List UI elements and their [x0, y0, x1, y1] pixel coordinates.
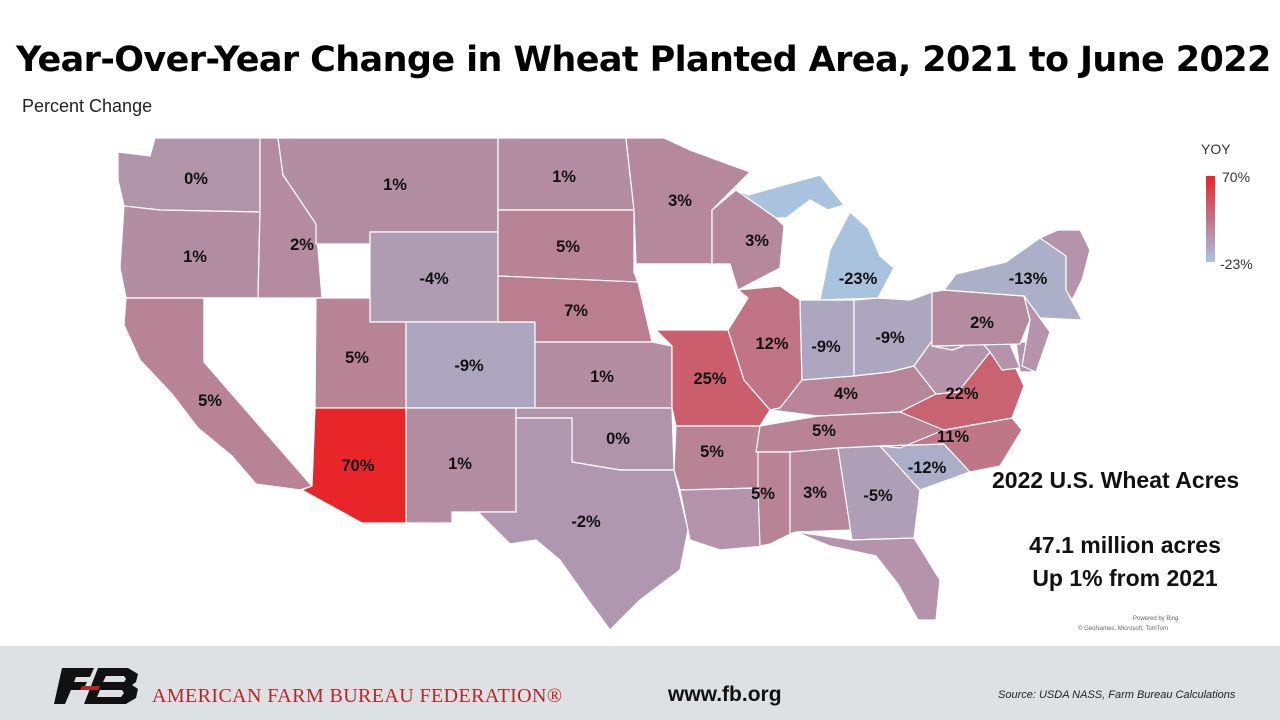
state-al: [789, 447, 853, 535]
state-label-tn: 5%: [812, 422, 836, 440]
state-label-nd: 1%: [552, 168, 576, 186]
state-label-co: -9%: [454, 357, 484, 375]
state-label-nm: 1%: [448, 455, 472, 473]
state-label-ga: -5%: [863, 487, 893, 505]
legend-min-label: -23%: [1220, 256, 1253, 272]
state-label-ok: 0%: [606, 430, 630, 448]
state-label-or: 1%: [183, 248, 207, 266]
state-la: [679, 487, 765, 551]
page-title: Year-Over-Year Change in Wheat Planted A…: [16, 40, 1271, 80]
state-label-mn: 3%: [668, 192, 692, 210]
map-subtitle: Percent Change: [22, 96, 153, 116]
state-label-wy: -4%: [419, 270, 449, 288]
state-ga: [837, 445, 921, 541]
state-label-ky: 4%: [834, 385, 858, 403]
state-label-sd: 5%: [556, 238, 580, 256]
state-label-mo: 25%: [693, 370, 726, 388]
footer-bar: AMERICAN FARM BUREAU FEDERATION® www.fb.…: [0, 646, 1280, 720]
farm-bureau-logo-icon: [54, 668, 138, 704]
state-ia: [633, 263, 749, 331]
data-source-note: Source: USDA NASS, Farm Bureau Calculati…: [998, 689, 1236, 701]
state-label-id: 2%: [290, 236, 314, 254]
state-nj: [1021, 295, 1051, 373]
state-label-pa: 2%: [970, 314, 994, 332]
state-label-al: 3%: [803, 484, 827, 502]
state-label-nc: 11%: [937, 428, 969, 446]
state-label-ut: 5%: [345, 349, 369, 367]
state-tx: [477, 417, 689, 631]
state-label-oh: -9%: [875, 329, 905, 347]
state-label-ar: 5%: [700, 443, 724, 461]
map-powered-by: Powered by Bing: [1133, 616, 1179, 622]
summary-acres: 47.1 million acres: [1029, 532, 1221, 558]
legend-title: YOY: [1201, 141, 1231, 157]
map-attribution: © GeoNames, Microsoft, TomTom: [1078, 626, 1168, 632]
state-label-mi: -23%: [839, 270, 878, 288]
state-fl: [795, 531, 941, 621]
state-label-wi: 3%: [745, 232, 769, 250]
state-label-ny: -13%: [1009, 270, 1048, 288]
website-link[interactable]: www.fb.org: [668, 683, 782, 706]
state-label-in: -9%: [811, 338, 841, 356]
state-label-ne: 7%: [564, 302, 588, 320]
state-label-wa: 0%: [184, 170, 208, 188]
legend-color-scale: [1206, 176, 1215, 262]
state-label-ms: 5%: [751, 485, 775, 503]
us-choropleth-map: 0% 1% 5% 2% 1% -4% 5% 70% -9% 1% 1% 5% 7% 1% 0% -2% 3% 25…: [117, 137, 1091, 631]
state-ne-region: [1039, 229, 1091, 301]
summary-title: 2022 U.S. Wheat Acres: [992, 467, 1240, 493]
state-mi: [735, 174, 895, 301]
state-label-az: 70%: [341, 457, 374, 475]
state-label-va: 22%: [945, 385, 978, 403]
state-label-ca: 5%: [198, 392, 222, 410]
state-md: [931, 339, 1021, 371]
state-label-il: 12%: [755, 335, 788, 353]
state-label-tx: -2%: [571, 513, 601, 531]
state-label-ks: 1%: [590, 368, 614, 386]
summary-change: Up 1% from 2021: [1032, 565, 1218, 591]
legend-max-label: 70%: [1222, 169, 1251, 185]
state-label-mt: 1%: [383, 176, 407, 194]
state-label-sc: -12%: [908, 459, 947, 477]
organization-name: AMERICAN FARM BUREAU FEDERATION®: [152, 685, 563, 707]
